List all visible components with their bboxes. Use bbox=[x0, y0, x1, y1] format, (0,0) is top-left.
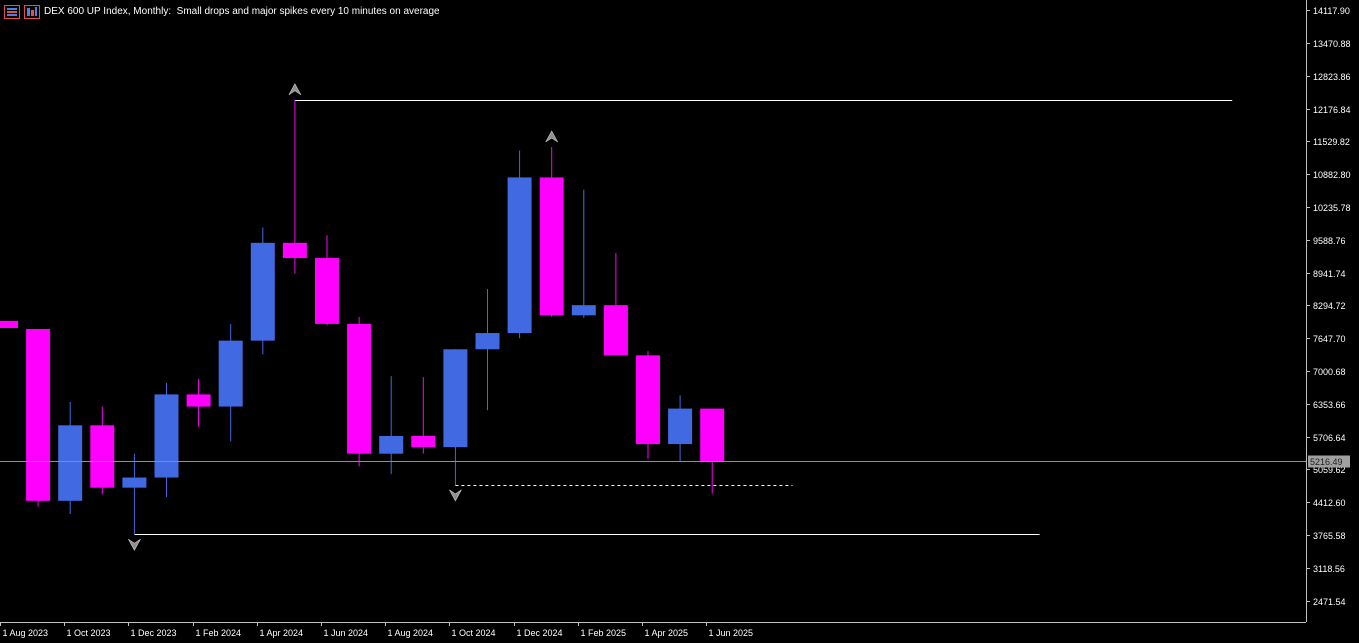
arrows bbox=[128, 83, 558, 551]
chart-bars-icon[interactable] bbox=[4, 4, 20, 19]
y-tick-label: 5706.64 bbox=[1313, 433, 1346, 443]
symbol-description: Small drops and major spikes every 10 mi… bbox=[176, 5, 440, 17]
current-price-value: 5216.49 bbox=[1310, 457, 1343, 467]
symbol-name: DEX 600 UP Index, Monthly bbox=[44, 5, 169, 17]
y-tick-label: 4412.60 bbox=[1313, 498, 1346, 508]
candle-jul-2023 bbox=[0, 320, 18, 328]
y-tick-label: 5059.62 bbox=[1313, 465, 1346, 475]
down-arrow-nov-2023 bbox=[128, 538, 141, 551]
candle-jun-2024 bbox=[347, 316, 372, 467]
candle-body bbox=[539, 177, 564, 316]
candle-body bbox=[122, 477, 147, 488]
y-tick-label: 3118.56 bbox=[1313, 564, 1345, 574]
candle-body bbox=[347, 323, 372, 454]
candle-dec-2023 bbox=[154, 382, 179, 498]
candle-mar-2024 bbox=[250, 227, 275, 355]
candle-body bbox=[636, 355, 660, 445]
candle-jul-2024 bbox=[379, 376, 404, 474]
candle-dec-2024 bbox=[539, 147, 564, 317]
candle-may-2025 bbox=[700, 408, 725, 494]
candle-body bbox=[571, 305, 596, 316]
candle-body bbox=[154, 394, 179, 478]
candle-apr-2025 bbox=[668, 395, 693, 462]
x-tick-label: 1 Oct 2024 bbox=[452, 628, 496, 638]
chart-title: DEX 600 UP Index, Monthly: Small drops a… bbox=[44, 6, 440, 17]
candle-aug-2023 bbox=[26, 328, 51, 507]
x-tick-label: 1 Jun 2025 bbox=[709, 628, 754, 638]
chart-header: DEX 600 UP Index, Monthly: Small drops a… bbox=[4, 4, 440, 19]
y-tick-label: 3765.58 bbox=[1313, 531, 1346, 541]
candle-oct-2023 bbox=[90, 406, 115, 495]
y-tick-label: 8294.72 bbox=[1313, 301, 1346, 311]
candle-body bbox=[186, 394, 211, 407]
x-tick-label: 1 Jun 2024 bbox=[324, 628, 369, 638]
x-tick-label: 1 Aug 2024 bbox=[388, 628, 434, 638]
y-tick-label: 9588.76 bbox=[1313, 236, 1346, 246]
candle-sep-2023 bbox=[58, 401, 83, 515]
candle-body bbox=[603, 305, 628, 356]
y-tick-label: 10882.80 bbox=[1313, 170, 1351, 180]
candle-nov-2024 bbox=[507, 150, 532, 339]
candle-body bbox=[90, 425, 115, 488]
candle-may-2024 bbox=[315, 235, 339, 326]
y-tick-label: 6353.66 bbox=[1313, 400, 1346, 410]
y-tick-label: 7647.70 bbox=[1313, 334, 1346, 344]
x-tick-label: 1 Dec 2024 bbox=[517, 628, 563, 638]
y-tick-label: 14117.90 bbox=[1313, 6, 1350, 16]
candles bbox=[0, 99, 725, 535]
y-tick-label: 10235.78 bbox=[1313, 203, 1351, 213]
candle-sep-2024 bbox=[443, 349, 468, 486]
y-tick-label: 8941.74 bbox=[1313, 269, 1346, 279]
candle-oct-2024 bbox=[475, 288, 500, 411]
level-lines bbox=[134, 100, 1233, 535]
candle-jan-2025 bbox=[571, 189, 596, 318]
x-tick-label: 1 Apr 2025 bbox=[645, 628, 689, 638]
candle-nov-2023 bbox=[122, 453, 147, 535]
candle-aug-2024 bbox=[411, 377, 436, 454]
up-arrow-dec-2024 bbox=[545, 130, 558, 143]
current-price-label: 5216.49 bbox=[1308, 455, 1350, 468]
candle-body bbox=[0, 320, 18, 328]
down-arrow-sep-2024 bbox=[449, 489, 462, 502]
candle-body bbox=[475, 333, 500, 350]
y-tick-label: 12823.86 bbox=[1313, 72, 1351, 82]
candle-jan-2024 bbox=[186, 379, 211, 427]
title-separator: : bbox=[168, 5, 172, 17]
candle-feb-2024 bbox=[218, 323, 243, 442]
y-tick-label: 12176.84 bbox=[1313, 105, 1351, 115]
candle-body bbox=[315, 258, 339, 324]
y-tick-label: 13470.88 bbox=[1313, 39, 1351, 49]
current-price-label-bg bbox=[1308, 455, 1350, 468]
y-tick-label: 2471.54 bbox=[1313, 597, 1346, 607]
candle-feb-2025 bbox=[603, 252, 628, 356]
y-tick-label: 11529.82 bbox=[1313, 137, 1350, 147]
candle-body bbox=[379, 435, 404, 454]
candle-body bbox=[443, 349, 468, 448]
candle-body bbox=[507, 177, 532, 334]
chart-candles-icon[interactable] bbox=[24, 4, 40, 19]
x-tick-label: 1 Dec 2023 bbox=[131, 628, 177, 638]
y-tick-label: 7000.68 bbox=[1313, 367, 1346, 377]
x-tick-label: 1 Feb 2024 bbox=[196, 628, 242, 638]
candle-body bbox=[218, 340, 243, 407]
candle-body bbox=[411, 435, 436, 448]
candle-body bbox=[26, 328, 51, 501]
candle-mar-2025 bbox=[636, 351, 660, 459]
up-arrow-apr-2024 bbox=[288, 83, 302, 96]
candle-body bbox=[58, 425, 83, 501]
x-tick-label: 1 Aug 2023 bbox=[3, 628, 49, 638]
x-tick-label: 1 Feb 2025 bbox=[581, 628, 627, 638]
x-tick-label: 1 Oct 2023 bbox=[67, 628, 111, 638]
candle-apr-2024 bbox=[282, 99, 307, 274]
candle-body bbox=[700, 408, 725, 462]
candle-body bbox=[668, 408, 693, 445]
candle-body bbox=[282, 242, 307, 259]
candle-body bbox=[250, 242, 275, 341]
x-tick-label: 1 Apr 2024 bbox=[260, 628, 304, 638]
